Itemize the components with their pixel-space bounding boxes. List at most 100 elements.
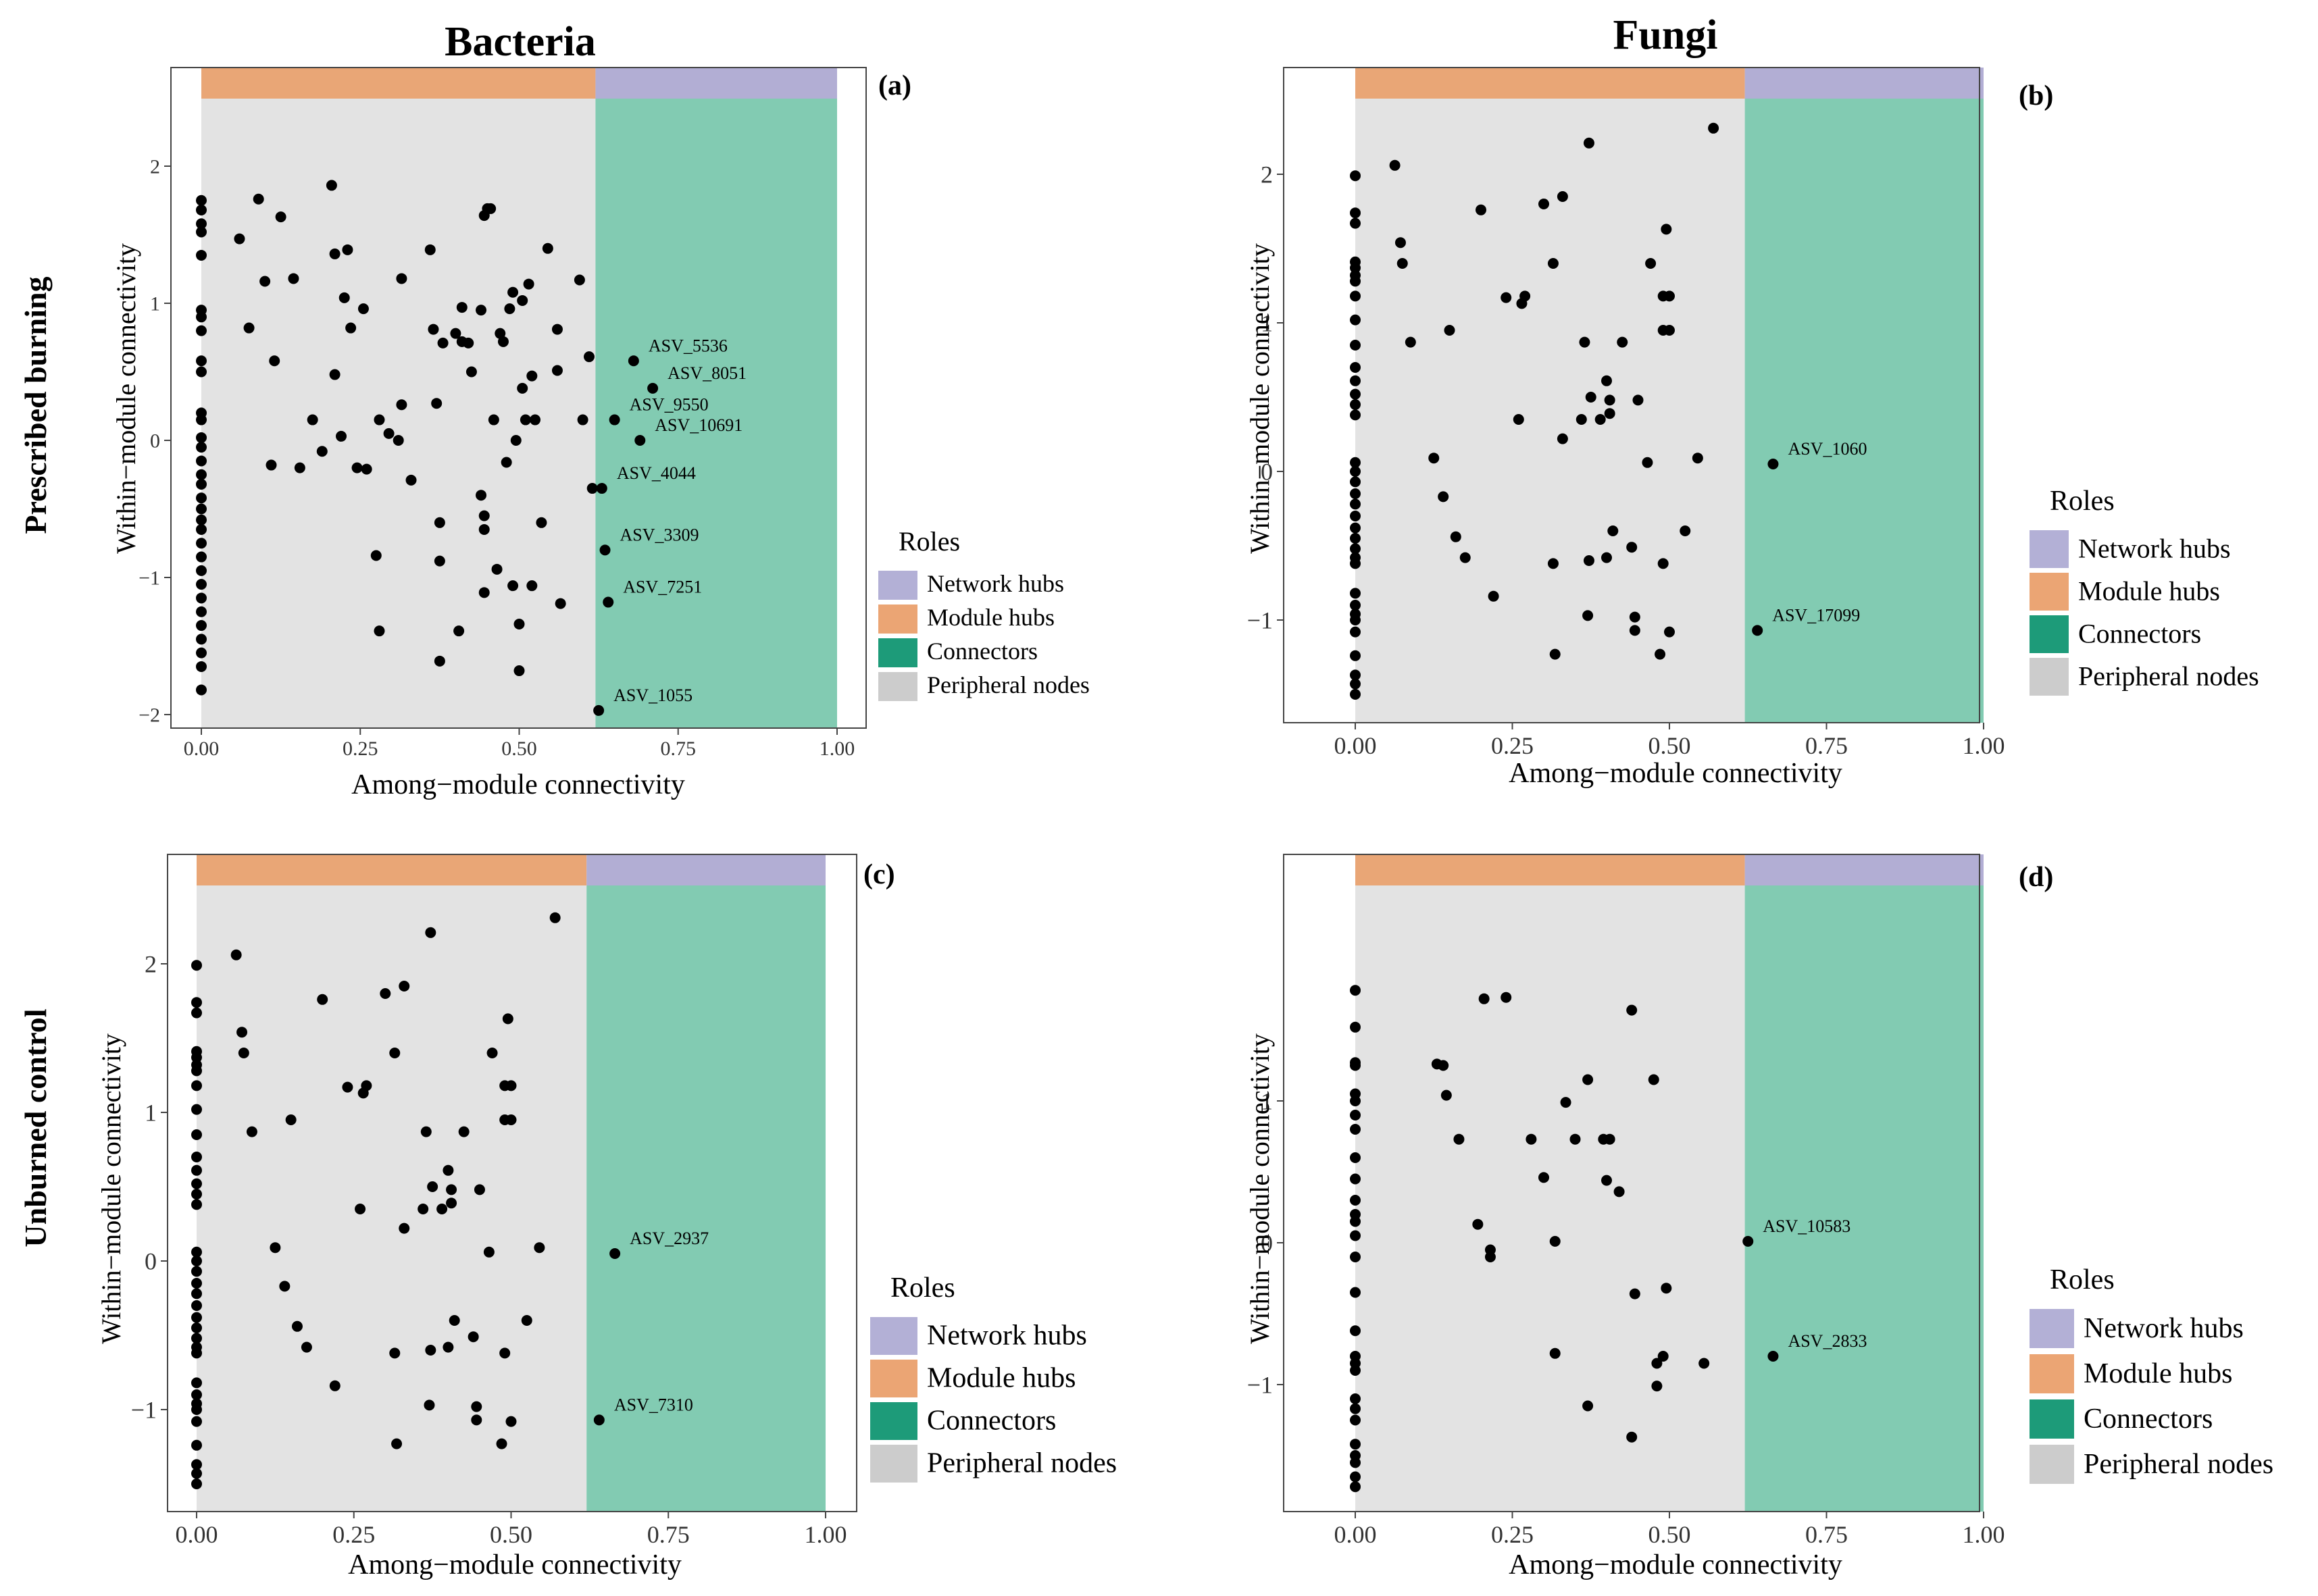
hub-point <box>1752 625 1763 636</box>
point-label: ASV_5536 <box>649 336 728 355</box>
legend-item: Network hubs <box>2084 1313 2244 1344</box>
legend-swatch <box>2030 1445 2074 1484</box>
data-point <box>259 276 271 287</box>
data-point <box>329 369 341 380</box>
data-point <box>1350 1481 1361 1493</box>
connectors-region <box>1744 885 1984 1512</box>
data-point <box>1350 1252 1361 1262</box>
data-point <box>1350 170 1361 182</box>
legend-title: Roles <box>890 1272 955 1304</box>
data-point <box>1501 292 1512 303</box>
data-point <box>458 1126 470 1137</box>
data-point <box>1569 1133 1581 1145</box>
legend-swatch <box>2030 1354 2074 1393</box>
panel-label: (b) <box>2019 80 2053 111</box>
data-point <box>1350 588 1361 599</box>
data-point <box>1607 525 1619 536</box>
data-point <box>288 273 299 284</box>
point-label: ASV_10583 <box>1763 1216 1850 1236</box>
point-label: ASV_3309 <box>620 525 699 544</box>
data-point <box>191 1404 202 1415</box>
y-axis-label: Within−module connectivity <box>1244 1033 1275 1344</box>
data-point <box>291 1320 303 1332</box>
data-point <box>279 1281 291 1292</box>
data-point <box>449 1315 460 1326</box>
data-point <box>191 1256 202 1266</box>
data-point <box>191 960 202 971</box>
data-point <box>1513 414 1524 425</box>
hub-point <box>593 1414 605 1426</box>
data-point <box>456 302 468 313</box>
data-point <box>1664 290 1675 302</box>
plot-border <box>167 854 857 1512</box>
data-point <box>355 1204 366 1214</box>
data-point <box>191 1007 202 1019</box>
connectors-region <box>595 99 837 728</box>
data-point <box>1582 610 1594 621</box>
data-point <box>478 523 490 535</box>
data-point <box>584 351 595 363</box>
hub-point <box>1742 1235 1754 1247</box>
plot-border <box>1283 67 1980 723</box>
data-point <box>504 303 515 315</box>
legend-item: Module hubs <box>2084 1358 2233 1389</box>
data-point <box>505 1416 517 1427</box>
data-point <box>1350 207 1361 219</box>
y-axis-label: Within−module connectivity <box>1244 243 1275 554</box>
data-point <box>1350 678 1361 690</box>
data-point <box>586 483 598 494</box>
data-point <box>1350 600 1361 611</box>
hub-point <box>603 596 614 608</box>
data-point <box>1549 648 1561 660</box>
data-point <box>1560 1097 1571 1108</box>
data-point <box>301 1341 312 1353</box>
data-point <box>1350 1216 1361 1227</box>
data-point <box>316 446 328 457</box>
data-point <box>1350 457 1361 468</box>
legend-c: Roles Network hubs Module hubs Connectors Pe… <box>870 1272 1117 1483</box>
x-tick-label: 0.50 <box>1648 732 1691 759</box>
data-point <box>1350 498 1361 510</box>
x-tick-label: 0.25 <box>332 1521 375 1548</box>
data-point <box>1583 555 1594 566</box>
data-point <box>393 435 404 446</box>
hub-point <box>596 483 607 494</box>
data-point <box>234 233 245 244</box>
data-point <box>513 665 525 677</box>
data-point <box>391 1438 403 1449</box>
data-point <box>1585 392 1596 403</box>
point-label: ASV_8051 <box>667 363 747 383</box>
data-point <box>542 242 553 254</box>
data-point <box>517 294 528 306</box>
data-point <box>1579 336 1590 348</box>
data-point <box>196 620 207 632</box>
module-hubs-region <box>1355 854 1745 885</box>
data-point <box>555 598 566 609</box>
y-tick-label: 2 <box>1261 161 1273 188</box>
data-point <box>191 1164 202 1176</box>
peripheral-region <box>1355 885 1745 1512</box>
data-point <box>329 1380 341 1391</box>
x-tick-label: 0.00 <box>176 1521 218 1548</box>
module-hubs-region <box>201 68 596 99</box>
legend-item: Module hubs <box>2078 575 2220 606</box>
y-tick-label: 2 <box>145 951 157 978</box>
y-tick-label: 0 <box>1261 1230 1273 1257</box>
data-point <box>502 1013 513 1025</box>
data-point <box>361 463 372 475</box>
data-point <box>1350 1325 1361 1337</box>
data-point <box>389 1048 401 1058</box>
data-point <box>196 634 207 645</box>
data-point <box>1405 336 1416 348</box>
data-point <box>1350 1457 1361 1468</box>
data-point <box>434 517 445 528</box>
legend-item: Module hubs <box>927 1362 1076 1393</box>
legend-swatch <box>870 1445 917 1483</box>
data-point <box>191 1377 202 1389</box>
x-tick-label: 0.75 <box>1805 1521 1848 1548</box>
data-point <box>1350 375 1361 386</box>
y-tick-label: −1 <box>138 567 160 590</box>
data-point <box>374 414 385 426</box>
data-point <box>510 435 522 446</box>
data-point <box>483 1246 495 1258</box>
